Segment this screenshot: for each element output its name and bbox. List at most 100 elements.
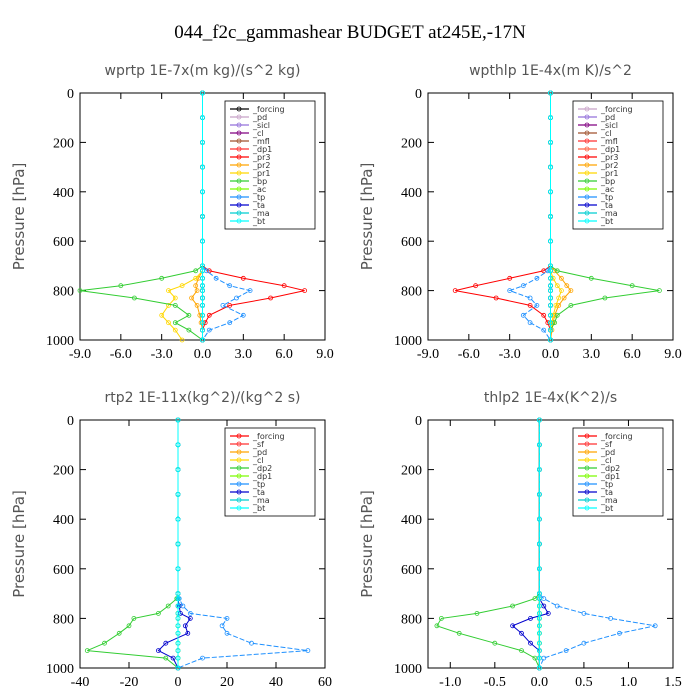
data-point: [175, 665, 181, 671]
y-tick-label: 400: [53, 513, 74, 528]
legend-label: _forcing: [600, 432, 633, 441]
legend-label: _tp: [252, 193, 265, 202]
data-point: [527, 295, 533, 301]
data-point: [227, 320, 233, 326]
legend-marker: [236, 106, 242, 112]
legend-marker: [584, 178, 590, 184]
data-point: [206, 327, 212, 333]
data-point: [247, 288, 253, 294]
data-point: [200, 275, 205, 281]
legend-label: _ma: [252, 209, 270, 218]
data-point: [537, 611, 542, 616]
data-point: [170, 655, 176, 661]
chart-panel-1: wprtp 1E-7x(m kg)/(s^2 kg) Pressure [hPa]…: [10, 63, 334, 362]
data-point: [519, 630, 524, 636]
data-point: [179, 283, 185, 289]
x-tick-label: 1.5: [664, 675, 682, 690]
data-point: [200, 655, 205, 661]
data-point: [227, 302, 233, 308]
legend-marker: [236, 473, 242, 479]
series-line: [508, 93, 551, 341]
data-point: [561, 295, 567, 301]
legend-marker: [236, 489, 242, 495]
data-point: [163, 655, 169, 661]
data-point: [175, 566, 181, 572]
y-tick-label: 600: [401, 563, 422, 578]
data-point: [175, 442, 181, 448]
legend-marker: [236, 465, 242, 471]
x-tick-label: -3.0: [499, 347, 521, 362]
legend-marker: [236, 505, 242, 511]
data-point: [549, 320, 555, 326]
data-point: [554, 268, 560, 274]
legend-marker: [584, 465, 590, 471]
data-point: [175, 417, 181, 423]
x-tick-label: -9.0: [69, 347, 91, 362]
data-point: [175, 516, 181, 522]
x-tick-label: -20: [120, 675, 139, 690]
x-tick-label: -40: [71, 675, 90, 690]
legend-marker: [584, 497, 590, 503]
x-tick-label: 6.0: [275, 347, 293, 362]
y-tick-label: 800: [53, 612, 74, 627]
data-point: [548, 189, 553, 195]
legend-label: _pr2: [252, 161, 270, 170]
legend-marker: [584, 138, 590, 144]
legend-marker: [236, 194, 242, 200]
data-point: [200, 283, 205, 289]
data-point: [175, 640, 181, 646]
y-tick-label: 400: [401, 513, 422, 528]
data-point: [537, 655, 542, 661]
data-point: [155, 611, 161, 616]
y-tick-label: 400: [401, 186, 422, 201]
x-tick-label: -3.0: [151, 347, 173, 362]
y-axis-label: Pressure [hPa]: [10, 490, 28, 598]
x-tick-label: 0: [175, 675, 182, 690]
data-point: [537, 491, 542, 497]
data-point: [534, 302, 540, 308]
y-tick-label: 200: [401, 136, 422, 151]
legend-marker: [236, 441, 242, 447]
legend-marker: [584, 202, 590, 208]
legend-label: _cl: [600, 129, 612, 138]
data-point: [550, 275, 556, 281]
legend-marker: [236, 218, 242, 224]
data-point: [193, 275, 199, 281]
data-point: [172, 320, 178, 326]
data-point: [175, 541, 181, 547]
data-point: [545, 611, 551, 616]
panel-title: rtp2 1E-11x(kg^2)/(kg^2 s): [105, 390, 301, 406]
chart-panel-2: wpthlp 1E-4x(m K)/s^2 Pressure [hPa] 0 200 4…: [358, 63, 682, 362]
data-point: [548, 312, 553, 318]
data-point: [541, 327, 547, 333]
legend-marker: [584, 106, 590, 112]
legend-label: _pr2: [600, 161, 618, 170]
data-point: [474, 611, 480, 616]
data-point: [200, 302, 205, 308]
legend-label: _ta: [252, 201, 265, 210]
data-point: [652, 623, 658, 629]
data-point: [537, 596, 542, 601]
data-point: [175, 623, 181, 629]
legend-box: [572, 427, 664, 517]
data-point: [186, 327, 192, 333]
x-tick-label: 0.5: [575, 675, 593, 690]
data-point: [568, 302, 574, 308]
data-point: [537, 603, 542, 609]
x-tick-label: 3.0: [583, 347, 601, 362]
y-tick-label: 0: [67, 87, 74, 102]
data-point: [548, 288, 553, 294]
data-point: [541, 596, 547, 601]
legend-marker: [584, 162, 590, 168]
data-point: [559, 275, 564, 281]
panel-title: wprtp 1E-7x(m kg)/(s^2 kg): [105, 63, 301, 79]
series-line: [161, 93, 203, 341]
data-point: [172, 327, 178, 333]
data-point: [240, 275, 246, 281]
data-point: [556, 302, 562, 308]
data-point: [193, 268, 199, 274]
data-point: [519, 648, 524, 653]
series-line: [202, 93, 252, 341]
